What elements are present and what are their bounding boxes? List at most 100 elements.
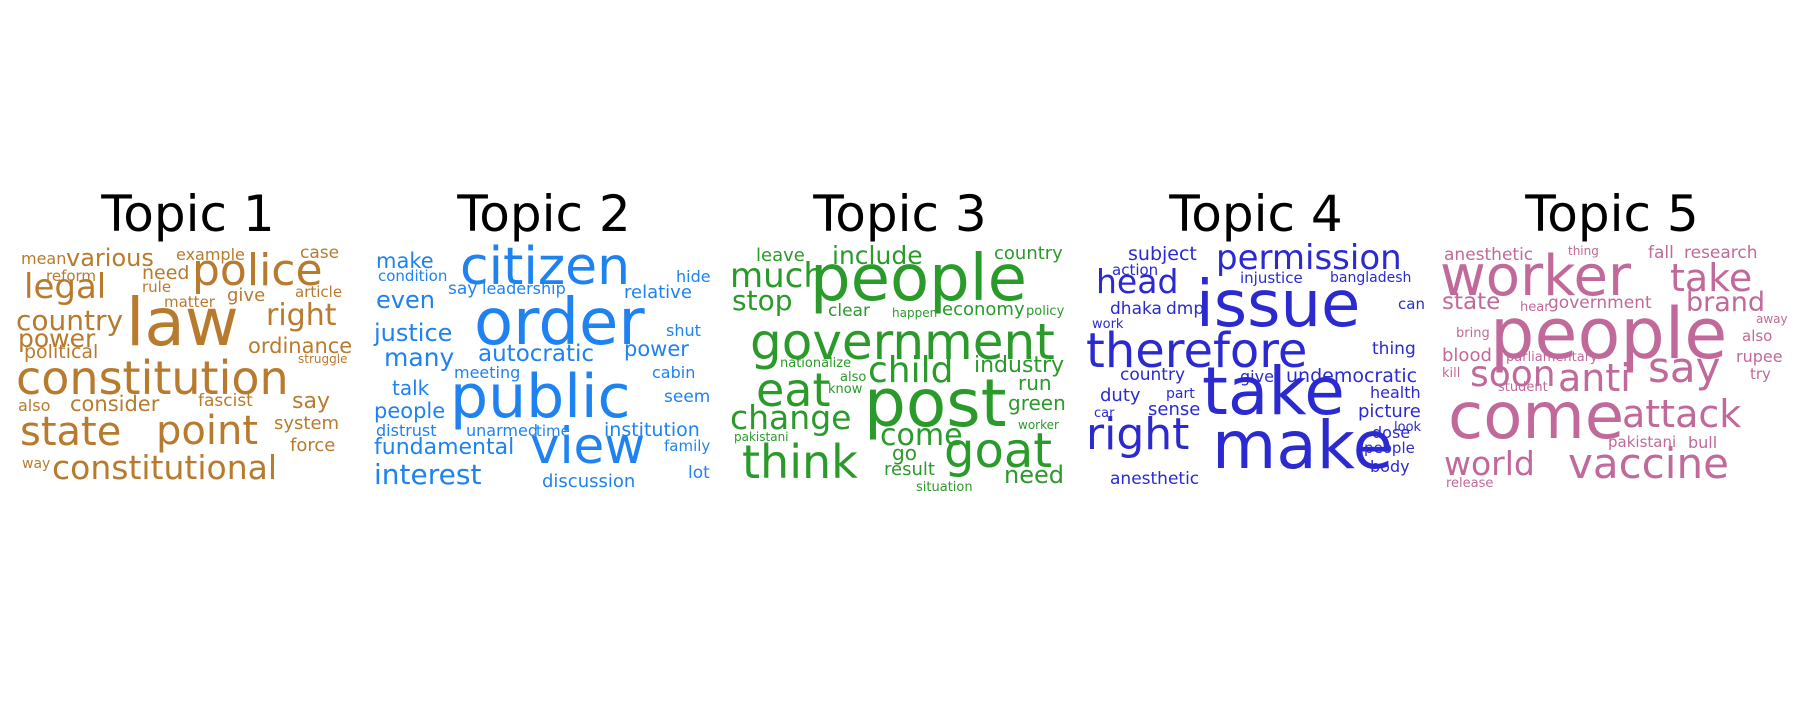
word: kill xyxy=(1442,366,1461,381)
word: fall xyxy=(1648,243,1674,263)
word: green xyxy=(1008,391,1066,415)
word: condition xyxy=(378,267,448,285)
word: state xyxy=(1442,289,1501,315)
word: institution xyxy=(604,419,700,441)
word: eat xyxy=(756,363,831,417)
topic-1-panel: Topic 1 mean various example case reform… xyxy=(16,185,360,495)
word: student xyxy=(1498,380,1548,395)
word: head xyxy=(1096,262,1179,301)
word: vaccine xyxy=(1568,439,1729,488)
word: consider xyxy=(70,392,160,416)
word: take xyxy=(1670,256,1753,300)
word: happen xyxy=(892,306,938,320)
word: legal xyxy=(24,267,107,307)
word: post xyxy=(864,365,1007,442)
word: point xyxy=(156,408,259,454)
word: constitutional xyxy=(52,448,278,487)
word: car xyxy=(1094,406,1115,421)
word: government xyxy=(1548,293,1652,313)
word: matter xyxy=(164,293,215,311)
word: look xyxy=(1394,420,1422,435)
word: talk xyxy=(392,376,430,400)
topic-3-panel: Topic 3 leave include country much peopl… xyxy=(728,185,1072,495)
word: anesthetic xyxy=(1444,245,1534,265)
word: much xyxy=(730,256,825,296)
word: make xyxy=(1212,407,1394,484)
word: system xyxy=(274,413,340,434)
word: relative xyxy=(624,282,692,303)
word: shut xyxy=(666,321,701,340)
word: give xyxy=(1240,367,1274,386)
word: say xyxy=(1648,343,1721,392)
word: duty xyxy=(1100,385,1141,406)
word: health xyxy=(1370,383,1421,402)
word: subject xyxy=(1128,243,1197,265)
topic-2-wordcloud: make citizen condition hide even say lea… xyxy=(372,237,716,495)
word: give xyxy=(227,285,266,306)
word: goat xyxy=(944,423,1053,479)
word: view xyxy=(530,417,646,475)
word: example xyxy=(176,245,245,264)
topic-3-title: Topic 3 xyxy=(813,185,987,243)
word: order xyxy=(474,286,645,360)
word: undemocratic xyxy=(1286,365,1418,387)
word: try xyxy=(1750,365,1771,383)
topic-4-panel: Topic 4 subject permission action head i… xyxy=(1084,185,1428,495)
word: cabin xyxy=(652,363,696,382)
topic-2-panel: Topic 2 make citizen condition hide even… xyxy=(372,185,716,495)
word: time xyxy=(536,422,570,440)
word: clear xyxy=(828,301,870,321)
word: rupee xyxy=(1736,347,1783,366)
word: also xyxy=(18,396,51,415)
word: police xyxy=(192,245,323,296)
word: part xyxy=(1166,386,1195,402)
word: say xyxy=(448,279,478,299)
word: work xyxy=(1092,317,1124,332)
word: stop xyxy=(732,284,793,317)
word: citizen xyxy=(460,237,631,297)
word: also xyxy=(1742,327,1773,345)
word: know xyxy=(828,382,863,397)
word: country xyxy=(16,304,124,337)
word: come xyxy=(1448,380,1625,454)
word: dose xyxy=(1372,423,1411,442)
word: release xyxy=(1446,476,1494,491)
word: even xyxy=(376,286,435,314)
word: struggle xyxy=(298,352,348,366)
topic-3-wordcloud: leave include country much people stop c… xyxy=(728,243,1072,495)
word: body xyxy=(1370,457,1410,476)
topic-4-wordcloud: subject permission action head injustice… xyxy=(1084,238,1428,495)
word: political xyxy=(24,341,99,363)
word: anesthetic xyxy=(1110,469,1200,489)
word: autocratic xyxy=(478,341,595,367)
topic-2-title: Topic 2 xyxy=(457,185,631,243)
topic-5-title: Topic 5 xyxy=(1525,185,1699,243)
word: run xyxy=(1018,371,1052,395)
word: worker xyxy=(1440,244,1631,309)
word: way xyxy=(22,456,51,472)
word: pakistani xyxy=(734,430,789,444)
word: seem xyxy=(664,387,711,407)
word: justice xyxy=(374,319,453,347)
word: unarmed xyxy=(466,421,538,440)
word: need xyxy=(1004,461,1064,489)
word: lot xyxy=(688,463,710,483)
word: make xyxy=(376,249,434,273)
word: take xyxy=(1202,353,1345,430)
word: thing xyxy=(1568,244,1599,258)
word: interest xyxy=(374,458,482,491)
word: bull xyxy=(1688,433,1718,452)
word: bring xyxy=(1456,326,1490,341)
word: child xyxy=(868,350,954,391)
word: people xyxy=(1364,439,1415,457)
word: public xyxy=(450,362,631,432)
word: permission xyxy=(1216,238,1402,278)
word: dhaka xyxy=(1110,299,1162,319)
word: world xyxy=(1444,444,1535,483)
word: soon xyxy=(1470,354,1556,395)
word: situation xyxy=(916,480,973,495)
word: industry xyxy=(974,353,1065,378)
word: economy xyxy=(942,299,1025,320)
word: thing xyxy=(1372,339,1416,359)
word: picture xyxy=(1358,401,1421,422)
